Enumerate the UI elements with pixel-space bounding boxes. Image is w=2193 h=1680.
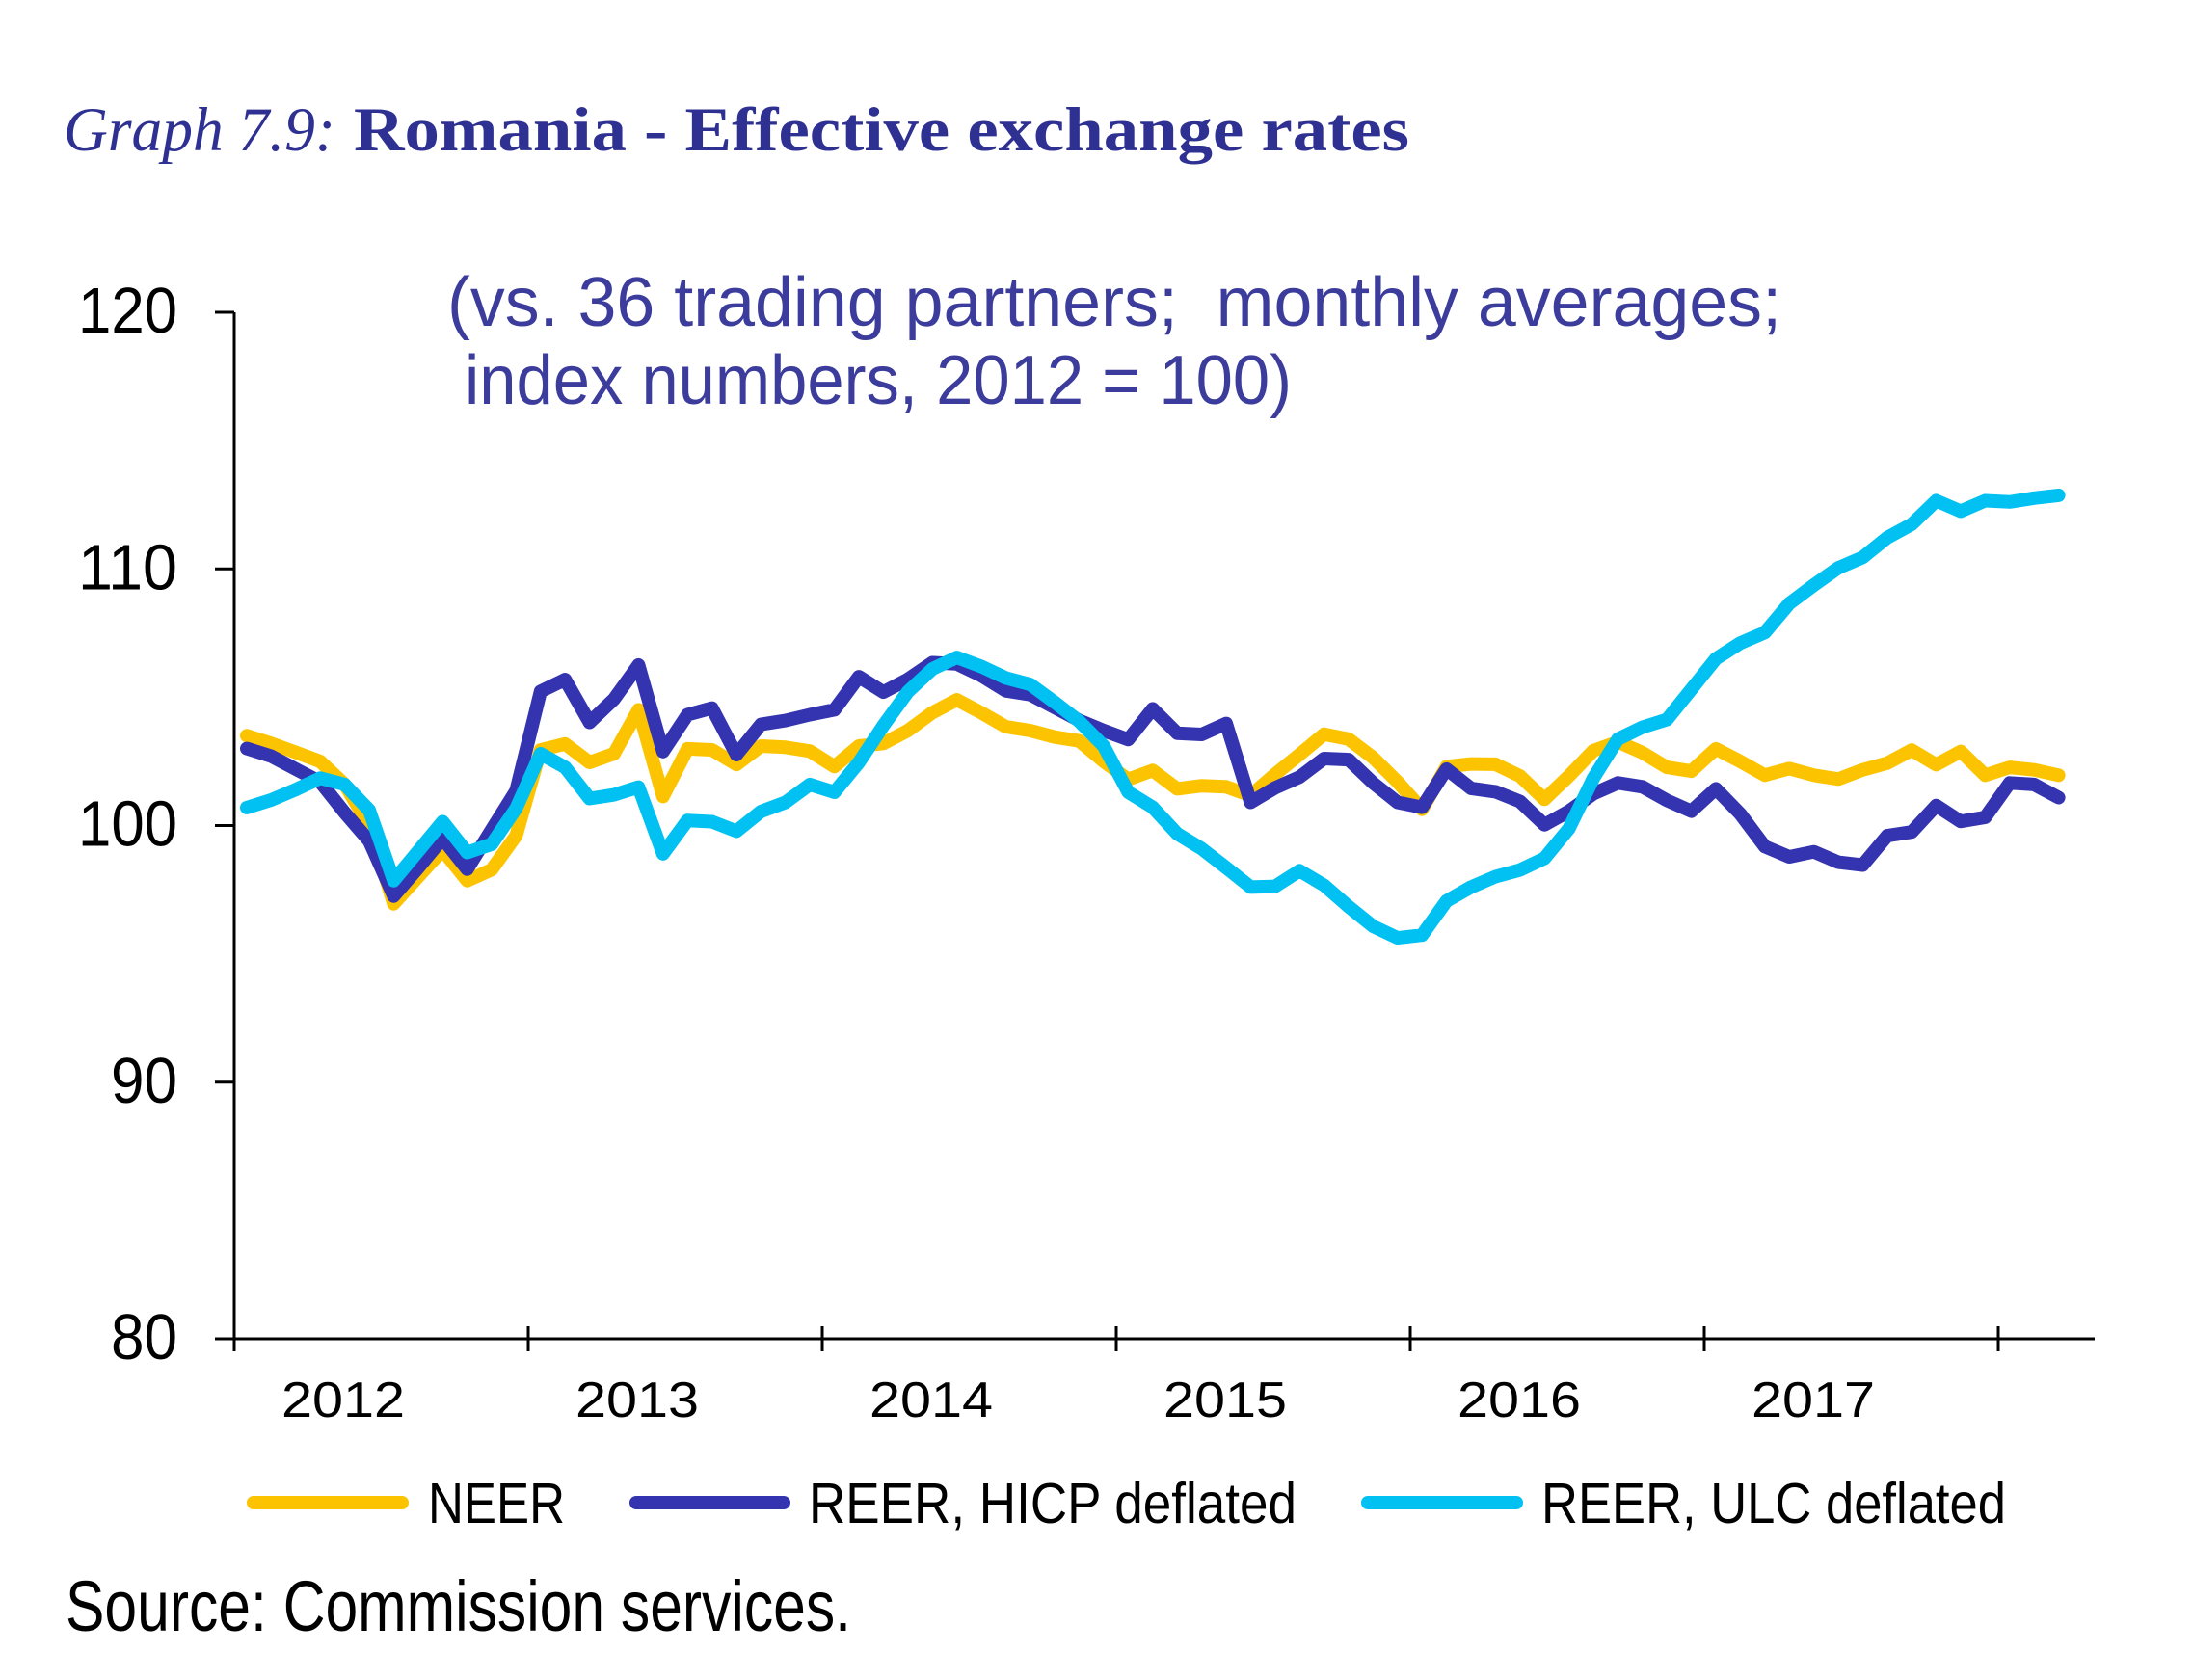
svg-text:2015: 2015 [1163,1373,1287,1428]
svg-text:2012: 2012 [281,1373,405,1428]
svg-text:100: 100 [78,788,177,861]
svg-text:2017: 2017 [1752,1373,1875,1428]
svg-text:90: 90 [111,1045,177,1117]
svg-text:Source: Commission services.: Source: Commission services. [66,1566,851,1646]
svg-text:2016: 2016 [1458,1373,1581,1428]
svg-text:(vs. 36 trading partners; mon: (vs. 36 trading partners; monthly averag… [447,264,1781,341]
svg-text:2013: 2013 [575,1373,699,1428]
svg-text:REER, HICP deflated: REER, HICP deflated [809,1472,1297,1535]
svg-text:REER, ULC deflated: REER, ULC deflated [1541,1472,2006,1535]
svg-text:80: 80 [111,1301,177,1373]
svg-text:Romania - Effective exchange r: Romania - Effective exchange rates [354,95,1409,165]
svg-text:index numbers, 2012 = 100): index numbers, 2012 = 100) [465,342,1292,419]
svg-text:2014: 2014 [869,1373,993,1428]
svg-text:Graph 7.9:: Graph 7.9: [64,95,335,165]
svg-text:NEER: NEER [428,1472,565,1535]
svg-text:110: 110 [78,531,177,603]
svg-text:120: 120 [78,275,177,347]
